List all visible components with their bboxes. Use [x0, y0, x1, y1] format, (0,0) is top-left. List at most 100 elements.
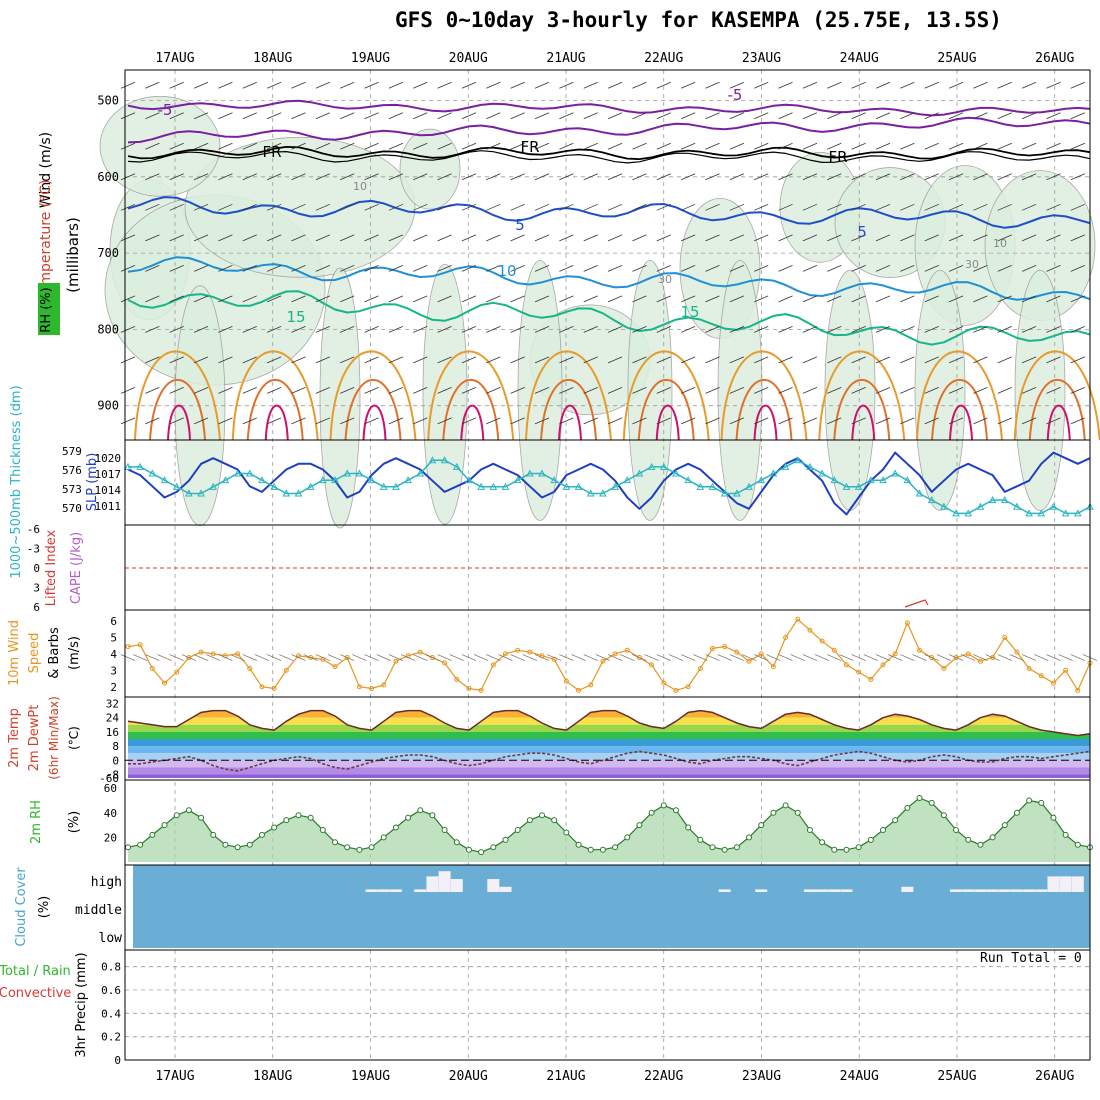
surface-wind-barb — [827, 654, 842, 661]
wind-barb — [315, 112, 330, 120]
wind-barb — [997, 295, 1012, 303]
cloud-axis-label: (%) — [37, 896, 52, 919]
wind-barb — [388, 356, 404, 364]
wind-barb — [193, 234, 209, 242]
thickness-point — [526, 469, 534, 477]
wind-speed-point — [1075, 687, 1081, 693]
contour-label: 30 — [965, 258, 979, 271]
wind-barb — [754, 295, 769, 303]
wind-barb — [437, 173, 452, 181]
wind-speed-point — [149, 665, 155, 671]
wind-barb — [827, 295, 842, 303]
thickness-point — [1000, 496, 1009, 504]
rh2m-point — [672, 807, 679, 814]
rh2m-point — [1038, 799, 1045, 806]
wind-barb — [802, 81, 818, 89]
surface-wind-barb — [741, 654, 757, 661]
wind-barb — [193, 417, 209, 425]
thickness-point — [757, 476, 766, 484]
surface-wind-barb — [522, 654, 538, 661]
date-label-bottom: 23AUG — [742, 1069, 781, 1084]
isotherm-25-arch — [735, 379, 793, 441]
thickness-point — [452, 462, 461, 470]
surface-wind-barb — [315, 654, 330, 661]
wind-barb — [340, 326, 355, 333]
wind-barb — [461, 112, 477, 120]
wind-barb — [948, 234, 964, 242]
wind-barb — [778, 356, 793, 364]
wind-speed-point — [210, 651, 216, 657]
surface-wind-barb — [583, 654, 598, 661]
high-cloud-bar — [986, 889, 999, 892]
temp-band — [128, 724, 1090, 732]
thickness-point — [185, 489, 193, 497]
wind-barb — [851, 295, 866, 303]
surface-wind-barb — [266, 654, 282, 661]
rh2m-point — [173, 812, 180, 819]
surface-wind-barb — [607, 654, 623, 661]
wind-axis-label: Wind (m/s) — [38, 132, 54, 208]
rh2m-point — [758, 822, 765, 829]
high-cloud-bar — [426, 876, 439, 892]
wind-barb — [437, 112, 452, 120]
rh2m-point — [453, 839, 460, 846]
rh2m-point — [222, 841, 229, 848]
wind-barb — [510, 387, 525, 394]
wind-barb — [364, 356, 379, 364]
wind-barb — [680, 295, 696, 303]
contour-label: 10 — [353, 180, 367, 193]
wind-barb — [900, 295, 915, 303]
wind-barb — [680, 81, 696, 89]
wind-barb — [193, 203, 209, 211]
date-label-top: 19AUG — [351, 51, 390, 66]
rh2m-point — [794, 809, 801, 816]
temp2m-tick-label: 8 — [112, 740, 119, 753]
wind-barb — [193, 264, 209, 272]
rh2m-point — [283, 817, 290, 824]
rh2m-point — [198, 814, 205, 821]
surface-wind-barb — [936, 654, 952, 661]
temperature-axis-label: Temperature (°C) — [38, 180, 54, 302]
freezing-level-line-2 — [127, 150, 1091, 164]
isotherm-25-arch — [149, 379, 206, 441]
wind-barb — [169, 417, 184, 425]
rh2m-point — [928, 799, 935, 806]
surface-wind-barb — [985, 654, 1000, 661]
wind-barb — [973, 264, 988, 272]
precip-tick-label: 0.4 — [101, 1007, 121, 1020]
surface-wind-barb — [790, 654, 805, 661]
surface-wind-barb — [924, 654, 939, 661]
wind-barb — [388, 81, 404, 89]
wind-barb — [559, 142, 574, 150]
thickness-point — [769, 469, 778, 477]
wind-barb — [437, 234, 452, 242]
surface-wind-barb — [656, 654, 671, 661]
wind-barb — [510, 112, 525, 120]
cloud-level-label: high — [91, 875, 122, 890]
wind-barb — [559, 264, 574, 272]
wind-barb — [924, 234, 939, 242]
wind-speed-point — [356, 684, 362, 690]
surface-wind-barb — [778, 654, 793, 661]
wind10m-tick-label: 6 — [110, 615, 117, 628]
wind-barb — [583, 356, 598, 364]
wind-barb — [266, 203, 282, 211]
wind-barb — [193, 387, 209, 394]
wind-barb — [559, 417, 574, 425]
thickness-point — [379, 482, 388, 490]
wind-speed-point — [515, 647, 521, 653]
rh2m-point — [185, 807, 192, 814]
wind-barb — [388, 173, 404, 181]
wind-barb — [680, 264, 696, 272]
wind-barb — [534, 387, 550, 394]
rh2m-point — [246, 841, 253, 848]
wind-barb — [437, 417, 452, 425]
wind-barb — [218, 326, 233, 333]
rh2m-point — [953, 827, 960, 833]
wind-speed-point — [783, 635, 789, 641]
thickness-point — [964, 509, 973, 517]
rh2m-point — [490, 844, 497, 851]
wind-barb — [461, 173, 477, 181]
rh2m-point — [636, 822, 643, 829]
wind-speed-point — [649, 662, 655, 668]
